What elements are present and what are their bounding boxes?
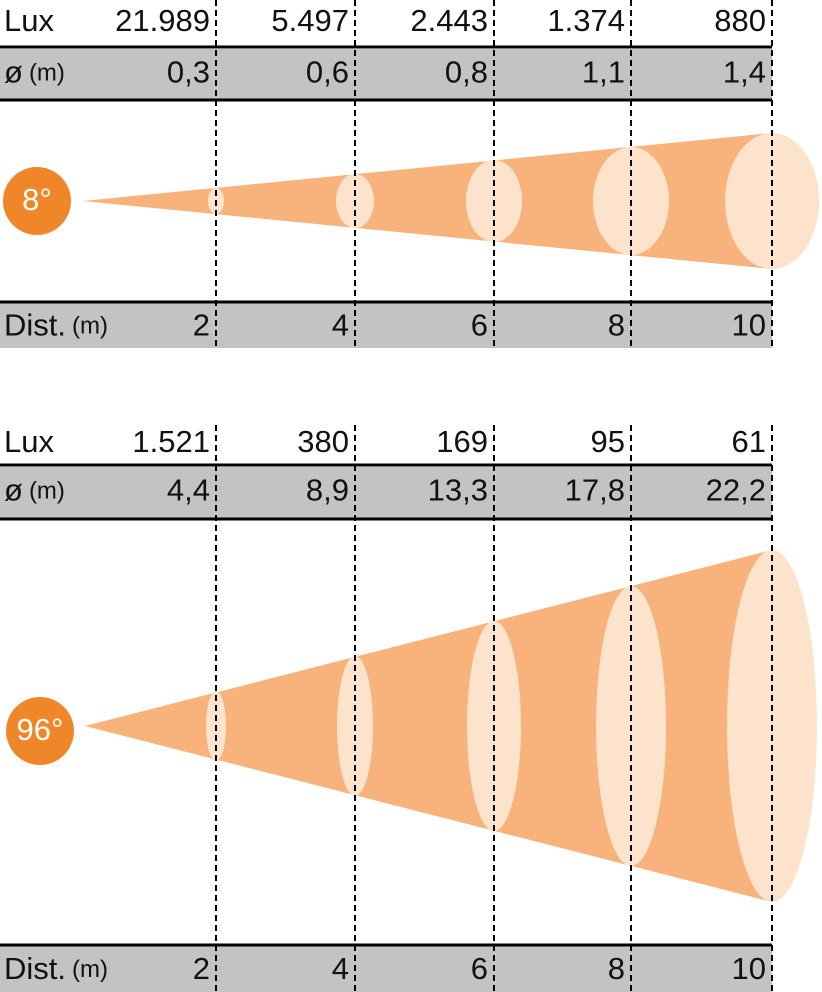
diameter-symbol: ø [4, 473, 23, 508]
lux-value: 169 [436, 424, 488, 459]
lux-value: 1.374 [547, 3, 625, 38]
unit: (m) [29, 478, 65, 505]
diameter-value: 13,3 [428, 473, 488, 508]
beam-angle: 8° [22, 182, 52, 217]
distance-value: 4 [332, 308, 349, 343]
diameter-row-bg [0, 467, 772, 518]
diameter-value: 0,8 [445, 55, 488, 90]
diameter-value: 22,2 [706, 473, 766, 508]
lux-value: 2.443 [410, 3, 488, 38]
diameter-value: 1,4 [723, 55, 766, 90]
lux-value: 880 [714, 3, 766, 38]
distance-value: 10 [732, 308, 766, 343]
unit: (m) [29, 60, 65, 87]
row-label: ø (m) [4, 55, 65, 90]
row-label: ø (m) [4, 473, 65, 508]
row-label: Lux [4, 3, 54, 38]
lux-value: 95 [591, 424, 625, 459]
unit: (m) [72, 313, 108, 340]
row-label: Dist. (m) [4, 951, 108, 986]
distance-value: 10 [732, 951, 766, 986]
lux-value: 380 [297, 424, 349, 459]
diameter-value: 0,3 [167, 55, 210, 90]
beam-cone [85, 550, 772, 902]
distance-label: Dist. [4, 308, 66, 343]
diameter-row-bg [0, 49, 772, 100]
unit: (m) [72, 956, 108, 983]
lux-value: 5.497 [271, 3, 349, 38]
diameter-symbol: ø [4, 55, 23, 90]
lux-value: 21.989 [115, 3, 210, 38]
distance-value: 4 [332, 951, 349, 986]
distance-label: Dist. [4, 951, 66, 986]
diameter-value: 4,4 [167, 473, 210, 508]
distance-row-bg [0, 946, 772, 992]
angle-badge [3, 167, 71, 235]
lux-value: 1.521 [132, 424, 210, 459]
distance-value: 2 [193, 308, 210, 343]
beam-cone [83, 133, 772, 269]
lux-value: 61 [732, 424, 766, 459]
distance-value: 8 [608, 951, 625, 986]
row-label: Lux [4, 424, 54, 459]
diameter-value: 8,9 [306, 473, 349, 508]
distance-value: 2 [193, 951, 210, 986]
distance-value: 6 [471, 951, 488, 986]
distance-row-bg [0, 303, 772, 348]
diameter-value: 1,1 [582, 55, 625, 90]
distance-value: 8 [608, 308, 625, 343]
diameter-value: 17,8 [565, 473, 625, 508]
row-label: Dist. (m) [4, 308, 108, 343]
distance-value: 6 [471, 308, 488, 343]
diameter-value: 0,6 [306, 55, 349, 90]
beam-angle: 96° [17, 712, 64, 747]
angle-badge [6, 697, 74, 765]
